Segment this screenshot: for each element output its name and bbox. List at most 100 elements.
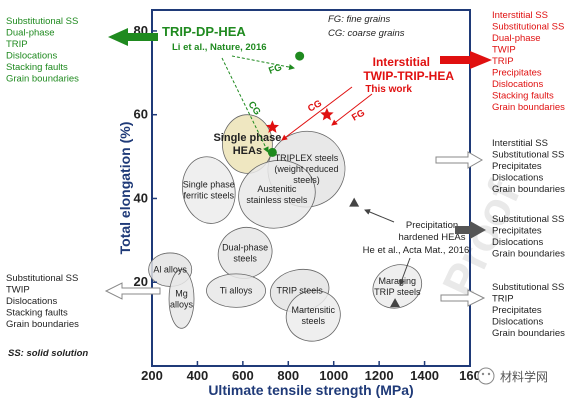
region-label: TRIP steels (276, 286, 323, 296)
precip-arrow-up (364, 209, 395, 223)
wechat-icon-eye-right (487, 372, 491, 376)
x-tick-label: 600 (232, 368, 254, 383)
green-big-arrow (108, 28, 158, 46)
list-left-bottom-item: Dislocations (6, 296, 57, 307)
dark-arrow-precip (455, 221, 486, 239)
green-cg-arrow (221, 57, 269, 153)
region-label: Dual-phase steels (222, 242, 268, 263)
data-points (265, 51, 401, 308)
data-point-star (320, 107, 334, 121)
region-label-line: Dual-phase (222, 242, 268, 252)
list-left-top-item: Dual-phase (6, 28, 55, 39)
region-label-line: Single phase (183, 180, 235, 190)
red-title-line2: TWIP-TRIP-HEA (363, 69, 454, 83)
list-left-top-item: TRIP (6, 39, 28, 50)
data-point-circle (295, 51, 305, 61)
data-point-triangle (390, 298, 401, 308)
green-fg-label: FG (267, 62, 283, 77)
list-right-top-item: Substitutional SS (492, 22, 564, 33)
region-label-line: Maraging (379, 276, 417, 286)
region-ellipse (206, 273, 266, 308)
region-ellipse (238, 160, 316, 229)
list-left-top-item: Grain boundaries (6, 74, 79, 85)
region-label-line: stainless steels (246, 195, 308, 205)
list-right-mid2-item: Dislocations (492, 237, 543, 248)
x-tick-label: 1400 (410, 368, 439, 383)
y-tick-label: 40 (134, 190, 148, 205)
x-tick-label: 1200 (365, 368, 394, 383)
region-ellipse (372, 264, 423, 309)
region-label: Ti alloys (220, 286, 253, 296)
region-label-line: Single phase (213, 132, 281, 144)
list-right-mid1-item: Dislocations (492, 173, 543, 184)
list-right-mid2-item: Substitutional SS (492, 214, 564, 225)
y-tick-label: 60 (134, 107, 148, 122)
trip-dp-hea-title: TRIP-DP-HEA (162, 24, 246, 39)
list-right-top-item: Stacking faults (492, 91, 554, 102)
region-label-line: Mg (175, 288, 188, 298)
list-right-bottom-item: TRIP (492, 294, 514, 305)
region-ellipse (217, 226, 273, 279)
wechat-icon (477, 367, 495, 385)
list-right-bottom-item: Substitutional SS (492, 282, 564, 293)
region-label-line: steels) (293, 175, 320, 185)
trip-dp-hea-reference: Li et al., Nature, 2016 (172, 42, 267, 53)
list-right-top-item: Precipitates (492, 68, 542, 79)
data-point-triangle (349, 197, 360, 207)
plot-frame (151, 9, 471, 367)
region-ellipse (285, 289, 341, 342)
y-tick-label: 20 (134, 274, 148, 289)
list-right-bottom-item: Dislocations (492, 317, 543, 328)
region-label: TRIPLEX steels (weight reduced steels) (274, 153, 338, 185)
wechat-watermark-text: 材料学网 (500, 369, 548, 384)
data-point-star (265, 120, 279, 133)
red-big-arrow (440, 51, 492, 69)
x-tick-label: 200 (141, 368, 163, 383)
list-right-mid1-item: Grain boundaries (492, 184, 565, 195)
legend-fg: FG: fine grains (328, 14, 391, 25)
list-left-top-item: Stacking faults (6, 62, 68, 73)
wechat-icon-eye-left (481, 372, 485, 376)
list-left-top-item: Dislocations (6, 51, 57, 62)
red-cg-label: CG (306, 98, 324, 115)
list-left-bottom-item: TWIP (6, 285, 30, 296)
region-label: Single phase ferritic steels (183, 180, 235, 201)
green-fg-arrow (231, 55, 295, 70)
precip-title-line1: Precipitation (406, 220, 458, 231)
list-left-bottom-item: Substitutional SS (6, 273, 78, 284)
region-label-line: Martensitic (292, 305, 336, 315)
y-axis-label: Total elongation (%) (117, 122, 133, 255)
list-right-mid2-item: Grain boundaries (492, 249, 565, 260)
region-label: Martensitic steels (292, 305, 336, 326)
precip-title-line2: hardened HEAs (398, 232, 465, 243)
region-label-line: HEAs (233, 145, 262, 157)
list-right-mid2-item: Precipitates (492, 226, 542, 237)
x-tick-label: 400 (187, 368, 209, 383)
region-label: Al alloys (153, 265, 187, 275)
list-right-top-item: Dislocations (492, 79, 543, 90)
region-label-line: Ti alloys (220, 286, 253, 296)
region-ellipse (222, 114, 273, 174)
list-left-top-item: Substitutional SS (6, 16, 78, 27)
red-fg-label: FG (350, 107, 367, 123)
list-right-bottom-item: Grain boundaries (492, 328, 565, 339)
footnote: SS: solid solution (8, 348, 88, 359)
x-tick-label: 160 (459, 368, 481, 383)
region-label-line: alloys (170, 299, 194, 309)
region-ellipse (168, 269, 195, 329)
region-label-line: TRIPLEX steels (275, 153, 339, 163)
x-tick-label: 800 (277, 368, 299, 383)
data-point-circle (267, 147, 277, 157)
precip-reference: He et al., Acta Mat., 2016 (363, 245, 470, 256)
list-right-mid1-item: Substitutional SS (492, 150, 564, 161)
list-right-top-item: Dual-phase (492, 33, 541, 44)
precip-arrow-down (398, 257, 411, 286)
list-right-top-item: TRIP (492, 56, 514, 67)
red-subtitle: This work (365, 84, 412, 95)
red-title-line1: Interstitial (373, 55, 430, 69)
gray-arrow-mg (104, 282, 161, 300)
region-label-line: Austenitic (257, 184, 297, 194)
